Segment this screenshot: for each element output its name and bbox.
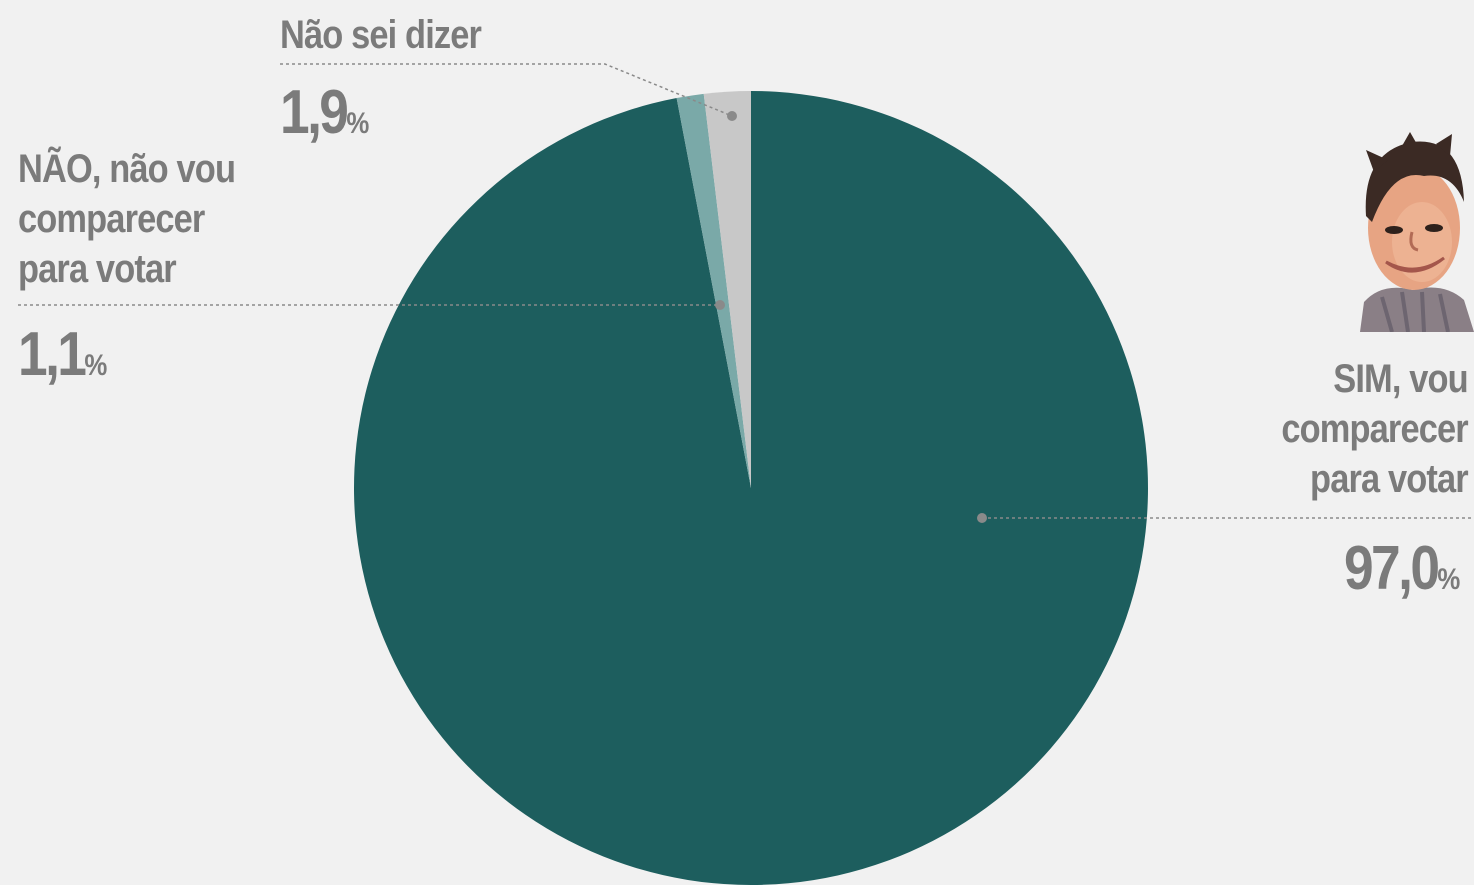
leader-dot-nao [715,300,725,310]
label-nao-line-2: comparecer [18,197,205,241]
value-naosei-unit: % [346,107,370,140]
value-naosei: 1,9% [280,82,369,144]
label-sim-line-1: SIM, vou [1333,357,1468,401]
label-naosei: Não sei dizer [280,10,482,60]
value-nao-unit: % [84,349,108,382]
pie-slice-nao [676,93,751,488]
label-nao-line-1: NÃO, não vou [18,147,236,191]
label-nao: NÃO, não vou comparecer para votar [18,144,236,294]
label-sim-line-2: comparecer [1281,407,1469,451]
value-nao-number: 1,1 [18,320,87,389]
label-sim-line-3: para votar [1310,457,1469,501]
leader-line-naosei [280,63,733,117]
caricature-avatar-icon [1360,132,1474,332]
value-nao: 1,1% [18,324,107,386]
value-sim-unit: % [1437,563,1460,596]
leader-lines [18,63,1474,523]
value-naosei-number: 1,9 [280,78,349,147]
label-naosei-name: Não sei dizer [280,13,482,57]
leader-dot-sim [977,513,987,523]
label-nao-line-3: para votar [18,247,177,291]
value-sim-number: 97,0 [1343,534,1440,603]
leader-dot-naosei [727,111,737,121]
label-sim: SIM, vou comparecer para votar [1281,354,1469,504]
pie-slices [354,91,1148,885]
value-sim: 97,0% [1344,538,1460,600]
pie-slice-sim [354,91,1148,885]
pie-slice-naosei [703,91,751,488]
